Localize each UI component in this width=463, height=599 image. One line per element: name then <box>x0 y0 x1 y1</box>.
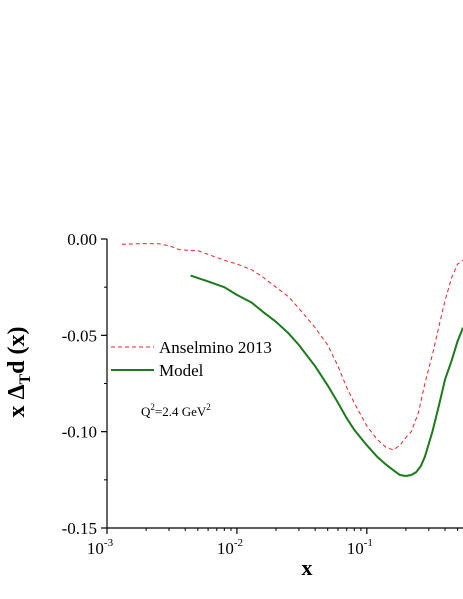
y-axis-title: x ΔTd (x) <box>4 326 34 417</box>
axes <box>106 239 463 529</box>
legend-label-model: Model <box>159 361 204 380</box>
x-tick-label: 10-2 <box>217 537 243 558</box>
x-tick-label: 10-1 <box>347 537 373 558</box>
y-tick-label: -0.15 <box>62 519 97 538</box>
x-ticks: 10-3 10-2 10-1 <box>87 528 373 558</box>
y-tick-label: 0.00 <box>67 230 97 249</box>
series-layer <box>121 243 463 477</box>
q2-annotation-mid: =2.4 GeV <box>155 404 207 419</box>
series-line-model <box>190 274 463 477</box>
legend-label-anselmino: Anselmino 2013 <box>159 338 272 357</box>
minor-ticks <box>104 286 459 531</box>
q2-annotation-sup1: 2 <box>150 402 155 412</box>
y-axis-title-post: d (x) <box>4 326 30 373</box>
q2-annotation-sup2: 2 <box>206 402 211 412</box>
x-tick-label: 10-3 <box>87 537 114 558</box>
y-tick-label: -0.05 <box>62 326 97 345</box>
q2-annotation-pre: Q <box>141 404 151 419</box>
legend: Anselmino 2013 Model <box>111 338 272 380</box>
y-ticks: 0.00 -0.05 -0.10 -0.15 <box>62 230 107 538</box>
y-axis-title-sub: T <box>17 373 34 384</box>
y-tick-label: -0.10 <box>62 423 97 442</box>
x-axis-title: x <box>302 555 313 580</box>
series-line-anselmino <box>121 243 463 451</box>
q2-annotation: Q2=2.4 GeV2 <box>141 402 211 419</box>
y-axis-title-pre: x Δ <box>4 384 30 417</box>
